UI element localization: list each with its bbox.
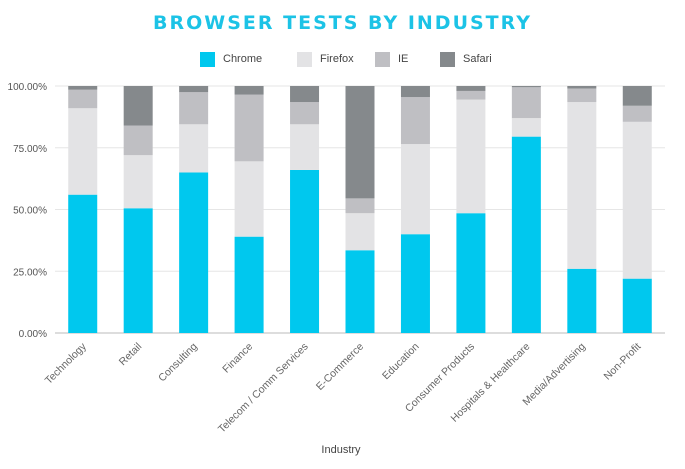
bar-segment-chrome	[68, 194, 98, 333]
y-tick-label: 100.00%	[8, 82, 48, 93]
y-tick-label: 75.00%	[13, 144, 47, 155]
y-tick-label: 50.00%	[13, 206, 47, 217]
bar-segment-chrome	[622, 278, 652, 333]
bar-segment-chrome	[456, 213, 486, 333]
bar-segment-ie	[68, 89, 98, 109]
bar-segment-ie	[567, 88, 597, 103]
legend-swatch-chrome	[200, 51, 215, 67]
bar-segment-safari	[400, 86, 430, 98]
legend-item-chrome: Chrome	[200, 50, 262, 68]
bar-segment-chrome	[234, 236, 264, 333]
legend-label-firefox: Firefox	[320, 53, 354, 65]
bar-segment-safari	[456, 86, 486, 91]
bar-segment-ie	[400, 97, 430, 145]
bar-segment-firefox	[234, 161, 264, 237]
x-tick-label: Retail	[117, 341, 144, 368]
bar-segment-safari	[290, 86, 320, 103]
bar-segment-safari	[68, 86, 98, 90]
bar-segment-ie	[234, 94, 264, 162]
x-tick-label: Non-Profit	[601, 341, 643, 383]
x-tick-label: Consulting	[156, 341, 200, 385]
bar-segment-firefox	[622, 121, 652, 279]
bar-segment-safari	[567, 86, 597, 89]
bar-stacks	[68, 86, 652, 333]
chart-title: BROWSER TESTS BY INDUSTRY	[153, 12, 532, 34]
bar-segment-safari	[123, 86, 153, 126]
bar-segment-safari	[345, 86, 375, 199]
x-tick-label: Telecom / Comm Services	[216, 341, 311, 436]
bar-segment-ie	[123, 125, 153, 156]
legend-item-safari: Safari	[440, 50, 492, 68]
bar-segment-ie	[622, 105, 652, 122]
y-tick-label: 25.00%	[13, 267, 47, 278]
bar-segment-firefox	[345, 213, 375, 251]
x-tick-label: Finance	[220, 341, 255, 376]
bar-segment-chrome	[290, 169, 320, 333]
x-axis-title: Industry	[321, 444, 361, 456]
bar-segment-chrome	[567, 268, 597, 333]
legend-swatch-safari	[440, 51, 455, 67]
bar-segment-chrome	[179, 172, 209, 333]
legend-label-safari: Safari	[463, 53, 492, 65]
bar-segment-safari	[622, 86, 652, 106]
legend-swatch-ie	[375, 51, 390, 67]
bar-segment-ie	[456, 90, 486, 100]
axis-labels: 0.00% 25.00% 50.00% 75.00% 100.00% Technology…	[8, 82, 644, 435]
bar-segment-chrome	[400, 234, 430, 333]
x-tick-label: E-Commerce	[314, 341, 366, 393]
x-tick-label: Technology	[43, 340, 90, 387]
legend-label-ie: IE	[398, 53, 409, 65]
y-tick-label: 0.00%	[19, 329, 47, 340]
bar-segment-ie	[179, 92, 209, 125]
bar-segment-firefox	[290, 124, 320, 170]
bar-segment-firefox	[179, 124, 209, 173]
bar-segment-firefox	[68, 108, 98, 195]
chart-legend: Chrome Firefox IE Safari	[0, 50, 685, 68]
bar-segment-ie	[511, 87, 541, 119]
legend-swatch-firefox	[297, 51, 312, 67]
bar-segment-chrome	[123, 208, 153, 333]
bar-segment-firefox	[123, 155, 153, 209]
bar-segment-safari	[179, 86, 209, 93]
bar-segment-ie	[345, 198, 375, 214]
bar-segment-safari	[234, 86, 264, 95]
bar-segment-chrome	[345, 250, 375, 333]
legend-label-chrome: Chrome	[223, 53, 263, 65]
bar-segment-chrome	[511, 136, 541, 333]
bar-segment-firefox	[400, 144, 430, 235]
legend-item-firefox: Firefox	[297, 50, 354, 68]
bar-segment-firefox	[511, 118, 541, 137]
bar-segment-firefox	[567, 102, 597, 269]
legend-item-ie: IE	[375, 50, 408, 68]
bar-segment-safari	[511, 86, 541, 88]
x-tick-label: Education	[380, 341, 422, 383]
bar-segment-firefox	[456, 99, 486, 214]
bar-segment-ie	[290, 102, 320, 125]
